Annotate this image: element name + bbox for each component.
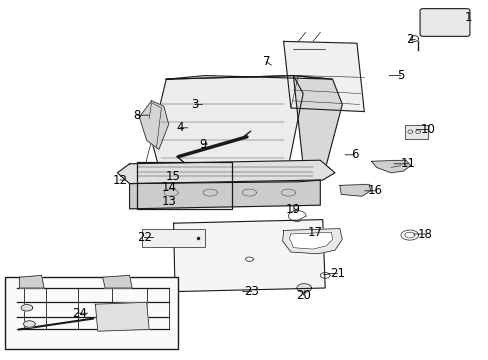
Text: 22: 22 [137,231,151,244]
Text: 12: 12 [112,174,127,186]
Text: 21: 21 [329,267,344,280]
Text: 13: 13 [161,195,176,208]
Polygon shape [20,275,44,288]
Polygon shape [371,160,410,173]
Polygon shape [166,76,332,79]
FancyBboxPatch shape [419,9,469,36]
Text: 17: 17 [307,226,322,239]
Polygon shape [282,229,342,254]
Polygon shape [139,101,168,149]
Text: 3: 3 [190,98,198,111]
Text: 7: 7 [262,55,270,68]
Text: 10: 10 [420,123,434,136]
Text: 1: 1 [464,11,471,24]
Text: 15: 15 [166,170,181,183]
Bar [137,162,232,209]
Polygon shape [339,184,370,196]
Bar [404,125,427,139]
Polygon shape [151,76,303,176]
Bar [5,277,178,349]
Text: 19: 19 [285,203,300,216]
Text: 5: 5 [396,69,404,82]
Polygon shape [293,76,342,169]
Text: 18: 18 [417,228,432,240]
Text: 16: 16 [367,184,382,197]
Polygon shape [173,220,325,292]
Text: 9: 9 [199,138,206,150]
Polygon shape [23,321,35,327]
Text: 14: 14 [161,181,176,194]
Polygon shape [283,41,364,112]
Text: 23: 23 [244,285,259,298]
Polygon shape [289,232,332,249]
Text: 4: 4 [176,121,183,134]
Text: 6: 6 [350,148,358,161]
Text: 24: 24 [72,307,86,320]
Bar [142,229,205,247]
Text: 8: 8 [133,109,141,122]
Text: 20: 20 [295,289,310,302]
Polygon shape [21,305,33,311]
Text: 2: 2 [405,33,413,46]
Polygon shape [117,160,334,184]
Polygon shape [95,302,149,331]
Polygon shape [296,284,311,292]
Polygon shape [102,275,132,288]
Text: 11: 11 [400,157,415,170]
Polygon shape [129,180,320,209]
